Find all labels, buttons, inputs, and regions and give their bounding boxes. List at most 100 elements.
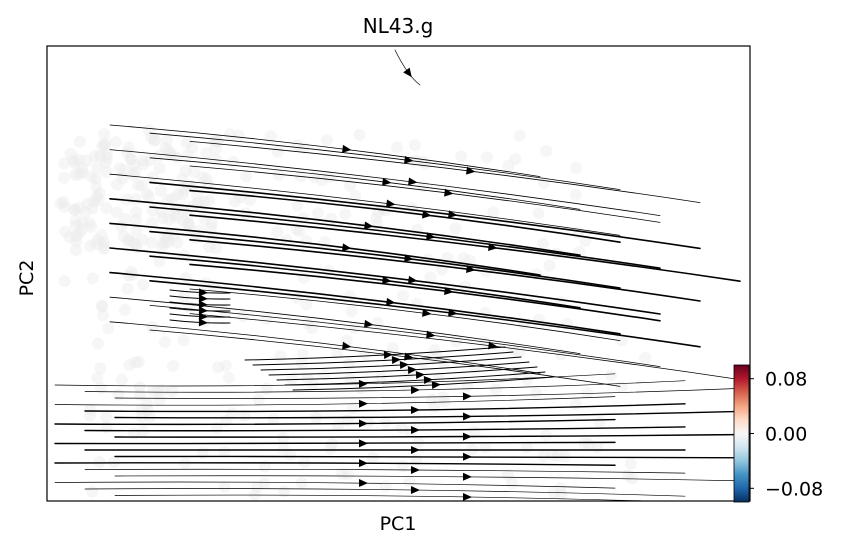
cell-point: [115, 373, 128, 386]
cell-point: [277, 443, 290, 456]
cell-point: [73, 168, 86, 181]
streamline: [292, 376, 554, 391]
colorbar: 0.08 0.00 −0.08: [733, 364, 823, 503]
cell-point: [198, 195, 211, 208]
cell-point: [555, 488, 568, 501]
cell-point: [274, 350, 287, 363]
cell-point: [69, 244, 82, 257]
cell-point: [97, 239, 110, 252]
cell-point: [521, 373, 534, 386]
stream-arrow: [426, 330, 436, 339]
cell-point: [153, 162, 166, 174]
cell-point: [59, 225, 72, 238]
velocity-arrows: [198, 67, 498, 501]
cell-point: [153, 394, 166, 407]
cell-point: [100, 202, 113, 215]
stream-arrow: [444, 287, 454, 295]
streamline: [84, 403, 686, 413]
cell-point: [578, 437, 591, 450]
streamline: [54, 373, 616, 387]
stream-arrow: [198, 306, 208, 315]
cell-point: [191, 189, 203, 202]
cell-point: [218, 481, 231, 494]
streamline: [189, 263, 661, 322]
colorbar-ticks: 0.08 0.00 −0.08: [749, 369, 823, 500]
cell-point: [91, 233, 104, 246]
cell-point: [410, 297, 423, 310]
stream-arrow: [462, 412, 472, 421]
cell-point: [212, 361, 225, 374]
cell-point: [146, 171, 159, 184]
cell-point: [182, 300, 195, 313]
cell-point: [489, 383, 502, 396]
cell-point: [171, 188, 184, 201]
cell-point: [157, 237, 169, 250]
cell-point: [160, 235, 173, 248]
cell-point: [203, 241, 216, 254]
cell-point: [85, 170, 98, 183]
cell-point: [176, 188, 189, 201]
streamline: [109, 296, 581, 354]
stream-arrow: [408, 177, 418, 186]
cell-point: [449, 222, 462, 235]
cell-point: [88, 195, 101, 208]
cell-point: [325, 212, 338, 225]
cell-point: [70, 235, 83, 248]
cell-point: [93, 455, 106, 468]
cell-point: [129, 237, 142, 250]
cell-point: [100, 411, 113, 423]
cell-point: [379, 415, 392, 428]
streamline: [189, 313, 741, 380]
cell-point: [127, 159, 140, 172]
cell-point: [98, 137, 111, 150]
cell-point: [148, 134, 161, 147]
stream-arrow: [364, 221, 374, 230]
cell-point: [421, 253, 434, 266]
cell-point: [129, 166, 142, 179]
cell-point: [141, 187, 154, 200]
cell-point: [122, 235, 135, 248]
stream-arrow: [462, 432, 472, 441]
cell-point: [348, 322, 361, 334]
cell-point: [264, 130, 277, 143]
cell-point: [455, 150, 468, 163]
cell-point: [94, 150, 106, 163]
stream-arrow: [342, 243, 352, 252]
cell-point: [306, 322, 319, 335]
cell-point: [68, 203, 81, 216]
cell-point: [96, 299, 109, 312]
cell-point: [90, 180, 103, 193]
cell-point: [300, 234, 313, 247]
colorbar-tick-label: −0.08: [765, 478, 823, 500]
cell-point: [149, 134, 162, 146]
cell-point: [69, 204, 82, 217]
cell-point: [73, 135, 86, 148]
cell-point: [156, 211, 169, 224]
stream-arrow: [383, 351, 393, 360]
streamline: [149, 181, 701, 250]
cell-point: [406, 202, 419, 215]
stream-arrow: [403, 67, 412, 78]
cell-point: [170, 211, 183, 224]
cell-point: [540, 145, 553, 157]
cell-point: [362, 416, 375, 429]
cell-point: [593, 416, 606, 429]
cell-point: [79, 206, 92, 219]
cell-point: [72, 153, 85, 166]
cell-point: [135, 410, 148, 423]
stream-arrow: [444, 188, 454, 197]
cell-point: [426, 352, 439, 365]
cell-point: [479, 307, 492, 319]
cell-point: [122, 233, 135, 246]
stream-arrow: [364, 319, 374, 328]
cell-point: [182, 218, 195, 230]
cell-point: [73, 201, 85, 214]
cell-point: [513, 129, 526, 142]
streamline: [84, 426, 686, 432]
streamline: [149, 230, 621, 289]
cell-point: [371, 316, 384, 329]
streamline: [54, 481, 616, 489]
cell-point: [190, 231, 203, 244]
streamline: [54, 441, 616, 445]
streamline: [189, 165, 661, 223]
